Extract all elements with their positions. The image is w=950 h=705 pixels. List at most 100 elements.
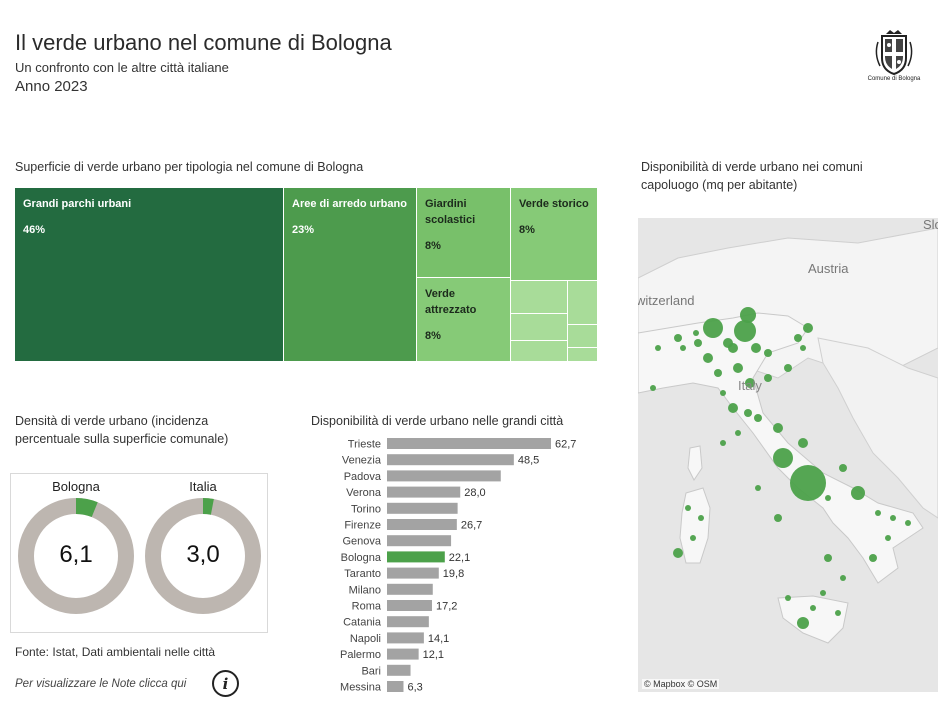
map-point[interactable] bbox=[784, 364, 792, 372]
italy-map[interactable]: Austria witzerland Italy Slo © Mapbox © … bbox=[638, 218, 938, 692]
map-point[interactable] bbox=[835, 610, 841, 616]
bar[interactable] bbox=[387, 664, 411, 676]
map-point[interactable] bbox=[755, 485, 761, 491]
tile-value: 46% bbox=[23, 224, 46, 236]
bar[interactable] bbox=[387, 600, 432, 611]
map-label-slovenia: Slo bbox=[923, 218, 938, 232]
map-point[interactable] bbox=[773, 423, 783, 433]
map-point[interactable] bbox=[694, 339, 702, 347]
donut-italia[interactable] bbox=[143, 496, 263, 618]
map-point[interactable] bbox=[840, 575, 846, 581]
map-point[interactable] bbox=[673, 548, 683, 558]
map-point[interactable] bbox=[890, 515, 896, 521]
map-point[interactable] bbox=[824, 554, 832, 562]
map-point[interactable] bbox=[869, 554, 877, 562]
map-point[interactable] bbox=[800, 345, 806, 351]
map-point[interactable] bbox=[785, 595, 791, 601]
treemap-tile-verde-storico[interactable]: Verde storico 8% bbox=[511, 188, 597, 280]
bar[interactable] bbox=[387, 681, 404, 692]
map-point[interactable] bbox=[820, 590, 826, 596]
map-point[interactable] bbox=[674, 334, 682, 342]
map-point[interactable] bbox=[720, 390, 726, 396]
bar-value-label: 17,2 bbox=[436, 601, 457, 613]
map-point[interactable] bbox=[728, 343, 738, 353]
map-point[interactable] bbox=[720, 440, 726, 446]
map-point[interactable] bbox=[685, 505, 691, 511]
treemap-tile-small[interactable] bbox=[511, 314, 567, 340]
bar-value-label: 28,0 bbox=[464, 487, 485, 499]
treemap-tile-small[interactable] bbox=[568, 281, 597, 324]
map-point[interactable] bbox=[650, 385, 656, 391]
info-icon[interactable]: i bbox=[212, 670, 239, 697]
map-point[interactable] bbox=[825, 495, 831, 501]
map-point[interactable] bbox=[693, 330, 699, 336]
treemap-tile-small[interactable] bbox=[511, 341, 567, 361]
treemap-tile-giardini-scolastici[interactable]: Giardini scolastici 8% bbox=[417, 188, 510, 277]
map-point[interactable] bbox=[764, 349, 772, 357]
bar[interactable] bbox=[387, 535, 452, 547]
treemap-tile-small[interactable] bbox=[511, 281, 567, 313]
map-point[interactable] bbox=[851, 486, 865, 500]
map-point[interactable] bbox=[790, 465, 826, 501]
bar-category-label: Firenze bbox=[344, 520, 381, 532]
map-point[interactable] bbox=[803, 323, 813, 333]
bar-category-label: Messina bbox=[340, 682, 382, 694]
map-point[interactable] bbox=[714, 369, 722, 377]
year-label: Anno 2023 bbox=[15, 78, 88, 95]
bar[interactable] bbox=[387, 470, 501, 482]
map-point[interactable] bbox=[735, 430, 741, 436]
bar[interactable] bbox=[387, 632, 424, 644]
map-canvas: Austria witzerland Italy Slo bbox=[638, 218, 938, 692]
map-point[interactable] bbox=[839, 464, 847, 472]
bar-value-label: 26,7 bbox=[461, 520, 482, 532]
treemap: Grandi parchi urbani 46% Aree di arredo … bbox=[15, 188, 597, 361]
bar[interactable] bbox=[387, 616, 429, 628]
tile-label: Aree di arredo urbano bbox=[292, 198, 407, 210]
map-point[interactable] bbox=[740, 307, 756, 323]
map-point[interactable] bbox=[703, 318, 723, 338]
map-point[interactable] bbox=[773, 448, 793, 468]
bar[interactable] bbox=[387, 583, 433, 595]
map-point[interactable] bbox=[764, 374, 772, 382]
map-point[interactable] bbox=[754, 414, 762, 422]
map-point[interactable] bbox=[794, 334, 802, 342]
map-point[interactable] bbox=[690, 535, 696, 541]
bar-value-label: 62,7 bbox=[555, 439, 576, 451]
tile-label: Grandi parchi urbani bbox=[23, 198, 132, 210]
map-point[interactable] bbox=[810, 605, 816, 611]
map-point[interactable] bbox=[885, 535, 891, 541]
treemap-tile-grandi-parchi[interactable]: Grandi parchi urbani 46% bbox=[15, 188, 283, 361]
map-point[interactable] bbox=[774, 514, 782, 522]
bar[interactable] bbox=[387, 502, 458, 514]
map-point[interactable] bbox=[797, 617, 809, 629]
bar[interactable] bbox=[387, 486, 461, 498]
treemap-tile-small[interactable] bbox=[568, 325, 597, 347]
treemap-tile-verde-attrezzato[interactable]: Verde attrezzato 8% bbox=[417, 278, 510, 361]
bar[interactable] bbox=[387, 454, 514, 466]
map-point[interactable] bbox=[703, 353, 713, 363]
map-point[interactable] bbox=[734, 320, 756, 342]
notes-link-text[interactable]: Per visualizzare le Note clicca qui bbox=[15, 678, 187, 690]
treemap-tile-small[interactable] bbox=[568, 348, 597, 361]
map-point[interactable] bbox=[680, 345, 686, 351]
bar[interactable] bbox=[387, 648, 419, 660]
map-point[interactable] bbox=[744, 409, 752, 417]
map-point[interactable] bbox=[905, 520, 911, 526]
bar-category-label: Padova bbox=[344, 471, 382, 483]
bar[interactable] bbox=[387, 438, 551, 449]
map-point[interactable] bbox=[698, 515, 704, 521]
bar[interactable] bbox=[387, 551, 445, 563]
treemap-tile-arredo-urbano[interactable]: Aree di arredo urbano 23% bbox=[284, 188, 416, 361]
bar[interactable] bbox=[387, 567, 439, 579]
map-point[interactable] bbox=[733, 363, 743, 373]
map-point[interactable] bbox=[798, 438, 808, 448]
map-point[interactable] bbox=[728, 403, 738, 413]
map-point[interactable] bbox=[745, 378, 755, 388]
bar-category-label: Bari bbox=[361, 665, 381, 677]
map-point[interactable] bbox=[875, 510, 881, 516]
tile-label: Giardini scolastici bbox=[425, 198, 476, 226]
map-point[interactable] bbox=[655, 345, 661, 351]
donut-bologna[interactable] bbox=[16, 496, 136, 618]
map-point[interactable] bbox=[751, 343, 761, 353]
bar[interactable] bbox=[387, 519, 457, 530]
